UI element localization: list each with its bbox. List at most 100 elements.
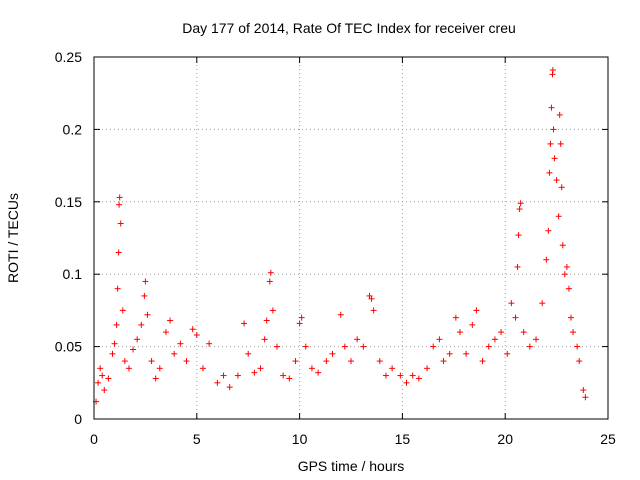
- data-point: [446, 350, 453, 357]
- data-point: [267, 269, 274, 276]
- x-tick-label: 20: [497, 431, 513, 447]
- data-point: [463, 350, 470, 357]
- tick-labels: 0 5 10 15 20 25 0 0.05 0.1 0.15 0.2 0.25: [55, 49, 616, 447]
- data-point: [302, 343, 309, 350]
- data-point: [206, 340, 213, 347]
- data-point: [504, 350, 511, 357]
- data-point: [565, 285, 572, 292]
- data-point: [512, 314, 519, 321]
- data-point: [125, 365, 132, 372]
- data-point: [119, 307, 126, 314]
- data-point: [546, 169, 553, 176]
- data-point: [144, 311, 151, 318]
- data-point: [95, 379, 102, 386]
- data-point: [162, 329, 169, 336]
- data-point: [517, 200, 524, 207]
- data-point: [389, 365, 396, 372]
- data-point: [101, 387, 108, 394]
- data-point: [257, 365, 264, 372]
- data-point: [148, 358, 155, 365]
- data-point: [376, 358, 383, 365]
- data-point: [514, 263, 521, 270]
- data-point: [556, 111, 563, 118]
- data-point: [142, 278, 149, 285]
- data-point: [226, 384, 233, 391]
- data-point: [292, 358, 299, 365]
- data-point: [121, 358, 128, 365]
- data-point: [456, 329, 463, 336]
- data-point: [193, 332, 200, 339]
- data-point: [105, 375, 112, 382]
- data-point: [424, 365, 431, 372]
- x-tick-label: 0: [90, 431, 98, 447]
- data-point: [415, 375, 422, 382]
- data-point: [473, 307, 480, 314]
- data-point: [409, 372, 416, 379]
- x-tick-label: 25: [600, 431, 616, 447]
- x-axis-label: GPS time / hours: [298, 458, 405, 474]
- data-marks: [93, 67, 589, 405]
- data-point: [567, 314, 574, 321]
- data-point: [582, 394, 589, 401]
- data-point: [370, 307, 377, 314]
- data-point: [115, 249, 122, 256]
- data-point: [479, 358, 486, 365]
- data-point: [360, 343, 367, 350]
- data-point: [574, 343, 581, 350]
- data-point: [498, 329, 505, 336]
- data-point: [113, 321, 120, 328]
- data-point: [99, 372, 106, 379]
- data-point: [261, 336, 268, 343]
- y-tick-label: 0.15: [55, 194, 82, 210]
- data-point: [134, 336, 141, 343]
- data-point: [263, 317, 270, 324]
- data-point: [280, 372, 287, 379]
- data-point: [341, 343, 348, 350]
- data-point: [189, 326, 196, 333]
- data-point: [580, 387, 587, 394]
- data-point: [557, 140, 564, 147]
- data-point: [141, 292, 148, 299]
- data-point: [563, 263, 570, 270]
- data-point: [241, 320, 248, 327]
- x-tick-label: 5: [193, 431, 201, 447]
- data-point: [430, 343, 437, 350]
- data-point: [543, 256, 550, 263]
- y-tick-label: 0.25: [55, 49, 82, 65]
- data-point: [403, 379, 410, 386]
- data-point: [382, 372, 389, 379]
- data-point: [245, 350, 252, 357]
- y-axis-label: ROTI / TECUs: [5, 193, 21, 283]
- data-point: [452, 314, 459, 321]
- data-point: [397, 372, 404, 379]
- data-point: [214, 379, 221, 386]
- data-point: [323, 358, 330, 365]
- data-point: [130, 346, 137, 353]
- x-tick-label: 15: [395, 431, 411, 447]
- data-point: [286, 375, 293, 382]
- data-point: [251, 369, 258, 376]
- data-point: [116, 194, 123, 201]
- data-point: [348, 358, 354, 365]
- data-point: [550, 126, 557, 133]
- data-point: [548, 104, 555, 111]
- grid: [94, 57, 608, 419]
- data-point: [516, 206, 523, 213]
- data-point: [199, 365, 206, 372]
- chart-title: Day 177 of 2014, Rate Of TEC Index for r…: [182, 20, 516, 36]
- data-point: [526, 343, 533, 350]
- data-point: [491, 336, 498, 343]
- y-tick-label: 0.1: [63, 266, 83, 282]
- data-point: [183, 358, 190, 365]
- data-point: [337, 311, 344, 318]
- data-point: [308, 365, 315, 372]
- data-point: [558, 184, 565, 191]
- data-point: [114, 285, 121, 292]
- data-point: [354, 336, 361, 343]
- data-point: [171, 350, 178, 357]
- data-point: [97, 365, 104, 372]
- data-point: [234, 372, 241, 379]
- data-point: [177, 340, 184, 347]
- data-point: [138, 321, 145, 328]
- data-point: [570, 329, 577, 336]
